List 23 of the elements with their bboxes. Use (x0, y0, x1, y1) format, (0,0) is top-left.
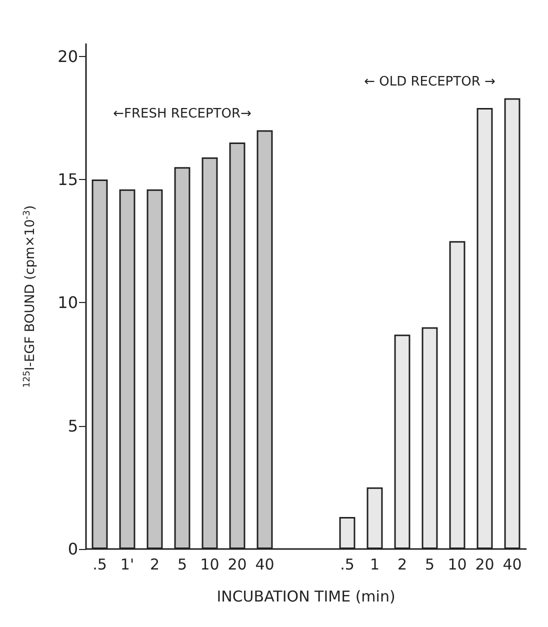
y-tick-label: 10 (58, 293, 78, 312)
x-tick-label: 5 (177, 556, 188, 574)
x-tick-label: 20 (228, 556, 247, 574)
x-tick-label: 40 (255, 556, 274, 574)
x-tick-label: 2 (397, 556, 408, 574)
series-label: ← OLD RECEPTOR → (364, 74, 496, 90)
x-tick-label: 1 (370, 556, 380, 574)
y-tick-label: 15 (58, 170, 78, 189)
x-tick-label: 2 (150, 556, 160, 574)
y-tick-label: 20 (58, 46, 78, 66)
x-tick-label: 40 (502, 556, 522, 574)
x-tick-label: 5 (424, 556, 435, 574)
y-tick-label: 0 (68, 540, 78, 558)
x-tick-label: .5 (92, 556, 107, 574)
series-label: ←FRESH RECEPTOR→ (113, 106, 252, 122)
x-tick-label: 10 (200, 556, 220, 574)
x-tick-label: 1' (120, 556, 134, 574)
x-axis-title: INCUBATION TIME (min) (216, 588, 396, 606)
y-axis-title: 125I-EGF BOUND (cpm×10-3) (22, 205, 38, 388)
y-tick-label: 5 (68, 416, 78, 436)
x-tick-label: 10 (448, 556, 467, 574)
x-tick-label: 20 (475, 556, 494, 574)
x-tick-label: .5 (340, 556, 354, 574)
